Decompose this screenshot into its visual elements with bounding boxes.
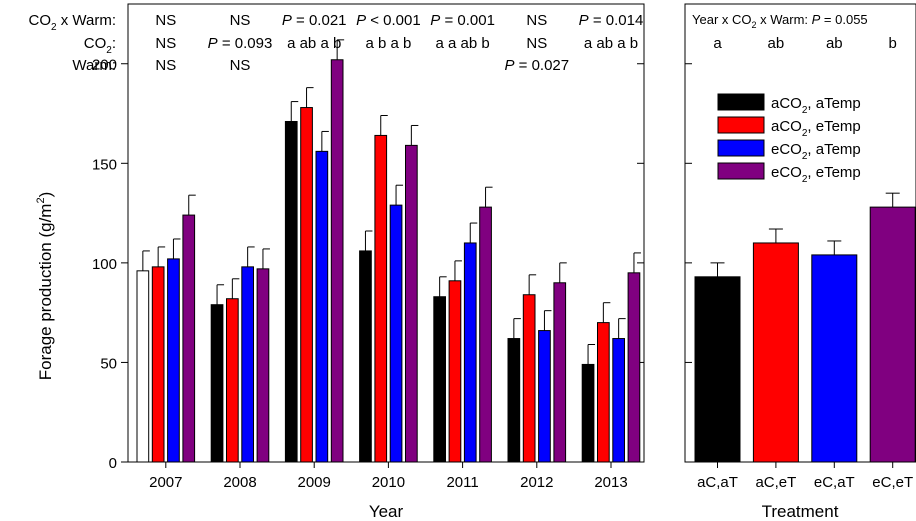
bar (405, 144, 418, 463)
significance-letter: b (889, 35, 897, 52)
bar (136, 270, 150, 463)
treatment-bar (869, 206, 916, 463)
bar (241, 266, 255, 463)
right-x-axis-label: Treatment (762, 502, 839, 521)
right-axes (685, 63, 692, 463)
stat-cell: P < 0.001 (356, 12, 421, 29)
y-tick-label: 200 (92, 57, 117, 74)
right-stat-annotations: Year x CO2 x Warm: P = 0.055 a ab ab b (692, 12, 897, 52)
bar (315, 150, 329, 463)
significance-letter: ab (768, 35, 785, 52)
bar (507, 338, 521, 463)
left-stat-annotations: CO2 x Warm: NS NS P = 0.021 P < 0.001 P = 0.0… (29, 12, 644, 74)
legend-label: aCO2, aTemp (771, 95, 861, 116)
x-tick-label: 2009 (298, 474, 331, 491)
stat-cell: a ab a b (287, 35, 341, 52)
bar (256, 268, 270, 463)
x-tick-label: 2012 (520, 474, 553, 491)
bar (284, 120, 298, 463)
significance-letter: ab (826, 35, 843, 52)
bar (612, 338, 625, 463)
legend-label: aCO2, eTemp (771, 118, 861, 139)
bar (182, 214, 196, 463)
stat-row-label: CO2 x Warm: (29, 12, 117, 33)
treatment-tick-label: eC,eT (872, 474, 913, 491)
bar (167, 258, 180, 463)
stat-row-label: CO2: (84, 35, 116, 56)
y-tick-label: 100 (92, 256, 117, 273)
stat-cell: P = 0.093 (208, 35, 273, 52)
stat-cell: NS (526, 35, 547, 52)
y-axis-label: Forage production (g/m2) (35, 192, 55, 381)
y-tick-label: 150 (92, 156, 117, 173)
legend-swatch (717, 93, 765, 111)
left-axes: 0 50 100 150 200 (92, 57, 644, 472)
stat-cell: a b a b (365, 35, 411, 52)
bar (553, 282, 567, 463)
bar (389, 204, 403, 463)
bar (300, 107, 313, 463)
stat-cell: NS (155, 12, 176, 29)
legend-label: eCO2, aTemp (771, 141, 861, 162)
interaction-header: Year x CO2 x Warm: P = 0.055 (692, 12, 868, 30)
y-tick-label: 50 (100, 355, 117, 372)
x-tick-label: 2007 (149, 474, 182, 491)
legend-swatch (717, 139, 765, 157)
x-tick-label: 2013 (594, 474, 627, 491)
stat-cell: a a ab b (435, 35, 489, 52)
legend-swatch (717, 162, 765, 180)
left-bars: 2007 2008 2009 2010 2011 2012 2013 (136, 39, 641, 491)
bar (226, 298, 239, 463)
y-axis-label-sup: 2 (35, 197, 47, 203)
bar (522, 294, 536, 463)
bar (538, 330, 551, 463)
bar (627, 272, 641, 463)
legend-swatch (717, 116, 765, 134)
bar (448, 280, 462, 463)
legend-label: eCO2, eTemp (771, 164, 861, 185)
stat-cell: P = 0.001 (430, 12, 495, 29)
treatment-tick-label: aC,aT (697, 474, 738, 491)
x-axis-label: Year (369, 502, 404, 521)
stat-cell: P = 0.027 (504, 57, 569, 74)
bar (479, 206, 492, 463)
y-tick-label: 0 (109, 455, 117, 472)
treatment-tick-label: eC,aT (814, 474, 855, 491)
bar (330, 59, 344, 463)
stat-cell: NS (155, 57, 176, 74)
stat-cell: NS (230, 12, 251, 29)
bar (433, 296, 446, 463)
significance-letter: a (713, 35, 722, 52)
stat-cell: NS (230, 57, 251, 74)
x-tick-label: 2011 (446, 474, 478, 491)
bar (151, 266, 165, 463)
right-bars: aC,aT aC,eT eC,aT eC,eT (694, 192, 916, 491)
stat-cell: P = 0.021 (282, 12, 347, 29)
x-tick-label: 2010 (372, 474, 405, 491)
bar (374, 134, 388, 463)
right-plot-frame (684, 3, 916, 463)
treatment-bar (811, 254, 858, 463)
stat-cell: a ab a b (584, 35, 638, 52)
treatment-bar (752, 242, 799, 463)
bar (359, 250, 372, 463)
x-tick-label: 2008 (223, 474, 256, 491)
stat-cell: NS (526, 12, 547, 29)
bar (210, 304, 224, 463)
bar (463, 242, 477, 463)
treatment-bar (694, 276, 741, 463)
stat-row-label: Warm: (72, 57, 116, 74)
bar (581, 363, 595, 463)
stat-cell: NS (155, 35, 176, 52)
treatment-tick-label: aC,eT (755, 474, 796, 491)
stat-cell: P = 0.014 (579, 12, 644, 29)
bar (597, 322, 610, 463)
